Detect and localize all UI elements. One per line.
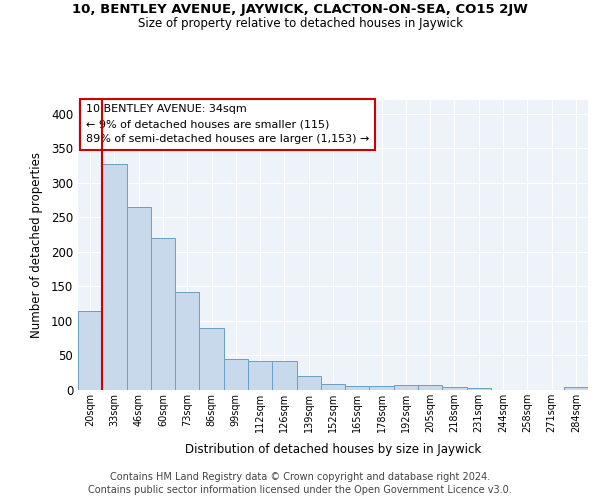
Bar — [418, 385, 442, 390]
Text: 10 BENTLEY AVENUE: 34sqm
← 9% of detached houses are smaller (115)
89% of semi-d: 10 BENTLEY AVENUE: 34sqm ← 9% of detache… — [86, 104, 369, 144]
Bar — [321, 384, 345, 390]
Bar — [394, 385, 418, 390]
Bar — [175, 292, 199, 390]
Text: Contains public sector information licensed under the Open Government Licence v3: Contains public sector information licen… — [88, 485, 512, 495]
Text: 10, BENTLEY AVENUE, JAYWICK, CLACTON-ON-SEA, CO15 2JW: 10, BENTLEY AVENUE, JAYWICK, CLACTON-ON-… — [72, 2, 528, 16]
Bar — [102, 164, 127, 390]
Bar — [345, 386, 370, 390]
Bar — [442, 387, 467, 390]
Bar — [248, 361, 272, 390]
Bar — [78, 310, 102, 390]
Bar — [272, 361, 296, 390]
Bar — [370, 386, 394, 390]
Y-axis label: Number of detached properties: Number of detached properties — [29, 152, 43, 338]
Text: Distribution of detached houses by size in Jaywick: Distribution of detached houses by size … — [185, 442, 481, 456]
Bar — [296, 376, 321, 390]
Bar — [151, 238, 175, 390]
Bar — [467, 388, 491, 390]
Bar — [199, 328, 224, 390]
Text: Size of property relative to detached houses in Jaywick: Size of property relative to detached ho… — [137, 18, 463, 30]
Bar — [127, 207, 151, 390]
Bar — [564, 386, 588, 390]
Text: Contains HM Land Registry data © Crown copyright and database right 2024.: Contains HM Land Registry data © Crown c… — [110, 472, 490, 482]
Bar — [224, 359, 248, 390]
